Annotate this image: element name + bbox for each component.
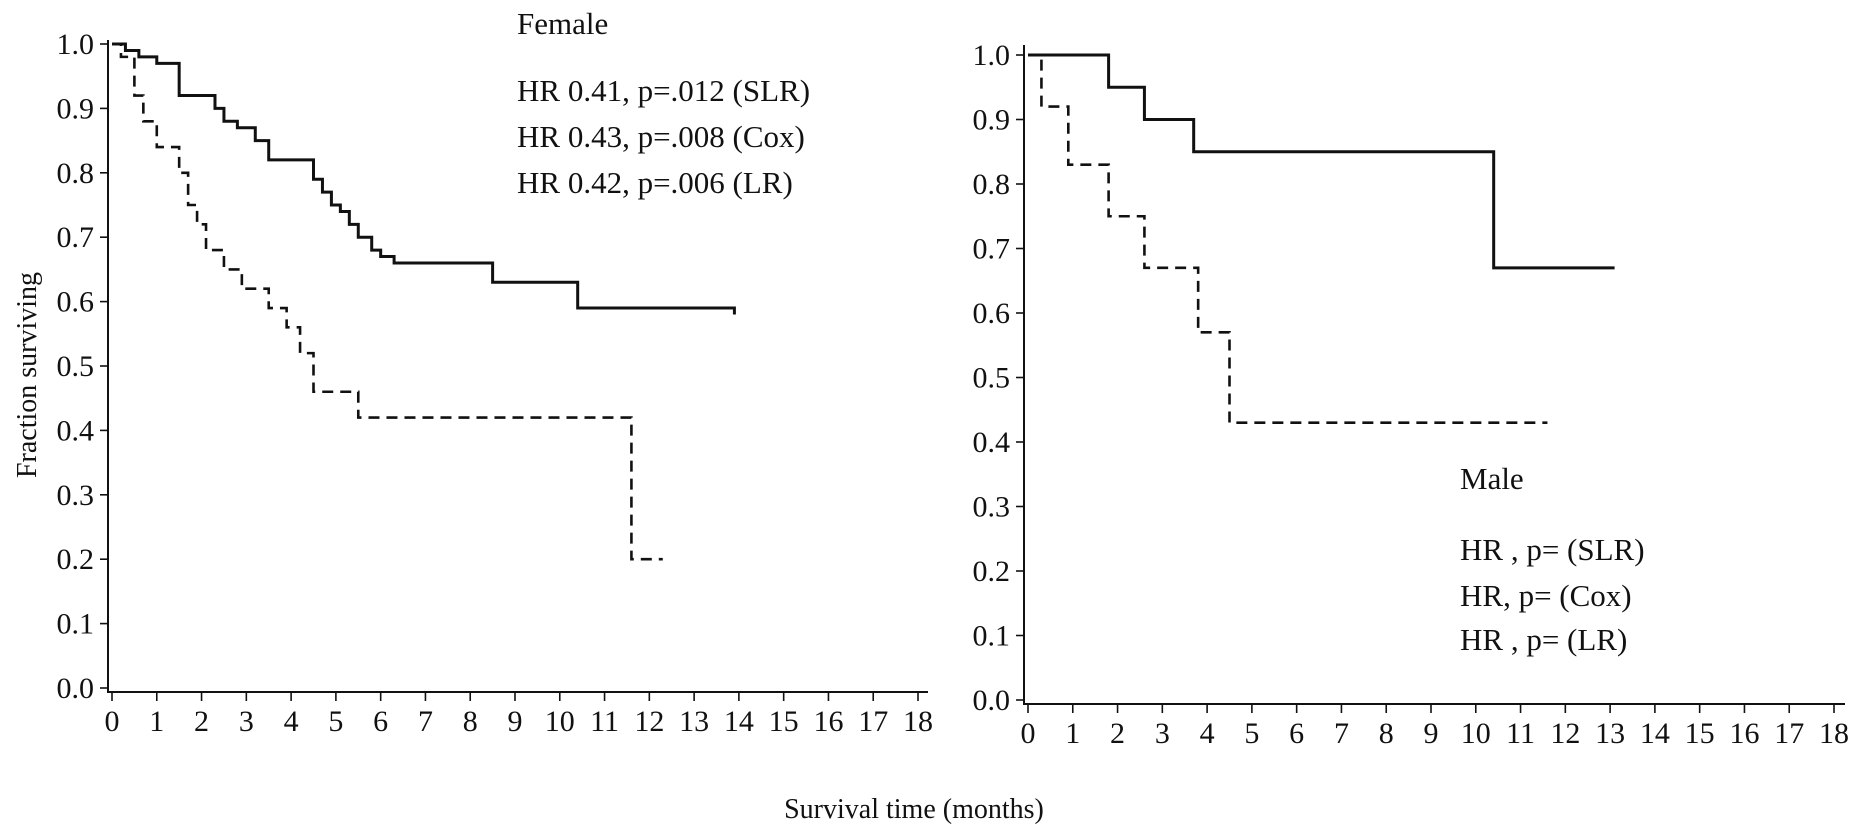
- x-tick-label: 8: [463, 705, 478, 738]
- male-hr-slr-annotation: HR , p= (SLR): [1460, 532, 1645, 567]
- y-tick-label: 0.0: [57, 672, 95, 705]
- y-tick-label: 0.4: [57, 414, 95, 447]
- y-tick-label: 0.8: [57, 157, 95, 190]
- left-y-axis-ticks: 0.0 0.1 0.2 0.3 0.4 0.5 0.6 0.7 0.8 0.9 1.0: [57, 28, 108, 705]
- x-tick-label: 16: [1729, 717, 1759, 750]
- y-tick-label: 0.9: [973, 104, 1011, 137]
- x-tick-label: 2: [194, 705, 209, 738]
- y-tick-label: 0.4: [973, 426, 1011, 459]
- x-tick-label: 0: [105, 705, 120, 738]
- y-tick-label: 0.5: [973, 362, 1011, 395]
- female-hr-lr-annotation: HR 0.42, p=.006 (LR): [517, 165, 793, 200]
- y-tick-label: 0.9: [57, 92, 95, 125]
- x-tick-label: 8: [1379, 717, 1394, 750]
- left-survival-curves: [112, 42, 736, 561]
- x-tick-label: 0: [1021, 717, 1036, 750]
- x-tick-label: 18: [1819, 717, 1849, 750]
- male-hr-cox-annotation: HR, p= (Cox): [1460, 578, 1632, 613]
- x-tick-label: 1: [149, 705, 164, 738]
- x-tick-label: 3: [239, 705, 254, 738]
- y-tick-label: 0.3: [57, 479, 95, 512]
- y-tick-label: 0.6: [57, 286, 95, 319]
- y-tick-label: 1.0: [57, 28, 95, 61]
- y-tick-label: 0.7: [973, 233, 1011, 266]
- right-survival-curves: [1028, 53, 1615, 424]
- right-plot-axes: [1023, 45, 1845, 705]
- x-tick-label: 7: [418, 705, 433, 738]
- left-x-axis-ticks: 0 1 2 3 4 5 6 7 8 9 10 11 12 13 14 15 16 17 18: [105, 692, 933, 738]
- x-tick-label: 11: [1506, 717, 1535, 750]
- x-tick-label: 7: [1334, 717, 1349, 750]
- x-tick-label: 5: [1244, 717, 1259, 750]
- x-axis-title: Survival time (months): [784, 794, 1044, 825]
- y-tick-label: 0.5: [57, 350, 95, 383]
- x-tick-label: 6: [1289, 717, 1304, 750]
- x-tick-label: 4: [1200, 717, 1215, 750]
- x-tick-label: 14: [1640, 717, 1670, 750]
- x-tick-label: 2: [1110, 717, 1125, 750]
- y-tick-label: 0.8: [973, 168, 1011, 201]
- x-tick-label: 5: [328, 705, 343, 738]
- y-axis-title: Fraction surviving: [12, 272, 43, 478]
- x-tick-label: 11: [590, 705, 619, 738]
- y-tick-label: 0.7: [57, 221, 95, 254]
- y-tick-label: 0.3: [973, 491, 1011, 524]
- y-tick-label: 0.1: [973, 620, 1011, 653]
- y-tick-label: 0.0: [973, 684, 1011, 717]
- left-plot-axes: [107, 40, 928, 693]
- x-tick-label: 1: [1065, 717, 1080, 750]
- x-tick-label: 6: [373, 705, 388, 738]
- x-tick-label: 12: [1550, 717, 1580, 750]
- x-tick-label: 13: [1595, 717, 1625, 750]
- x-tick-label: 10: [1461, 717, 1491, 750]
- x-tick-label: 16: [813, 705, 843, 738]
- female-hr-cox-annotation: HR 0.43, p=.008 (Cox): [517, 119, 805, 154]
- male-hr-lr-annotation: HR , p= (LR): [1460, 622, 1627, 657]
- x-tick-label: 17: [858, 705, 888, 738]
- x-tick-label: 9: [508, 705, 523, 738]
- right-x-axis-ticks: 0 1 2 3 4 5 6 7 8 9 10 11 12 13 14 15 16 17 18: [1021, 704, 1849, 750]
- male-panel-title: Male: [1460, 461, 1524, 496]
- female-panel-title: Female: [517, 6, 608, 41]
- y-tick-label: 1.0: [973, 39, 1011, 72]
- solid-survival-curve: [112, 42, 736, 315]
- x-tick-label: 3: [1155, 717, 1170, 750]
- solid-survival-curve: [1028, 53, 1615, 270]
- female-hr-slr-annotation: HR 0.41, p=.012 (SLR): [517, 73, 810, 108]
- x-tick-label: 15: [769, 705, 799, 738]
- x-tick-label: 9: [1424, 717, 1439, 750]
- x-tick-label: 13: [679, 705, 709, 738]
- y-tick-label: 0.2: [57, 543, 95, 576]
- right-y-axis-ticks: 0.0 0.1 0.2 0.3 0.4 0.5 0.6 0.7 0.8 0.9 1.0: [973, 39, 1024, 717]
- x-tick-label: 4: [284, 705, 299, 738]
- y-tick-label: 0.2: [973, 555, 1011, 588]
- x-tick-label: 14: [724, 705, 754, 738]
- dashed-survival-curve: [1028, 53, 1548, 424]
- x-tick-label: 17: [1774, 717, 1804, 750]
- y-tick-label: 0.1: [57, 608, 95, 641]
- dashed-survival-curve: [112, 42, 663, 561]
- x-tick-label: 18: [903, 705, 933, 738]
- x-tick-label: 12: [634, 705, 664, 738]
- y-tick-label: 0.6: [973, 297, 1011, 330]
- x-tick-label: 15: [1685, 717, 1715, 750]
- x-tick-label: 10: [545, 705, 575, 738]
